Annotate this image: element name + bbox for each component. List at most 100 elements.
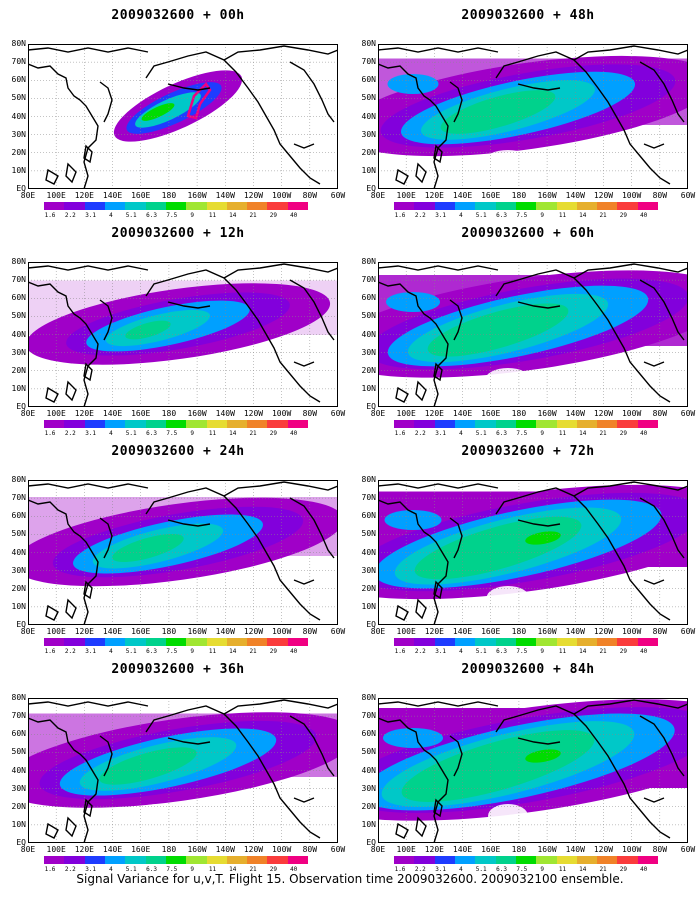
longitude-label: 140E	[102, 191, 123, 200]
variance-map: 80N 70N 60N 50N 40N 30N 20N 10N EQ	[362, 258, 688, 411]
colorbar-swatch	[165, 420, 187, 428]
latitude-label: 10N	[11, 601, 26, 611]
longitude-label: 160E	[481, 845, 501, 854]
longitude-label: 80W	[302, 409, 318, 418]
longitude-label: 160E	[481, 409, 501, 418]
colorbar-labels: 1.6 2.2 3.1 4 5.1 6.3 7.5 9 11 14 21 29 40	[30, 430, 330, 438]
colorbar-label: 2.2	[64, 866, 76, 873]
colorbar-swatch	[597, 638, 618, 646]
longitude-label: 60W	[330, 191, 346, 200]
latitude-label: 70N	[11, 57, 26, 67]
colorbar-swatch	[104, 638, 126, 646]
colorbar-swatch	[495, 202, 516, 210]
colorbar-label: 3.1	[435, 866, 447, 873]
longitude-label: 140E	[102, 845, 123, 854]
longitude-axis: 80E 100E 120E 140E 160E 180 160W 140W 120W 100W 80…	[18, 845, 348, 855]
latitude-label: 50N	[11, 529, 26, 539]
longitude-label: 120W	[593, 627, 614, 636]
coastline	[289, 61, 335, 123]
colorbar-swatch	[617, 202, 638, 210]
colorbar-swatch	[287, 856, 309, 864]
colorbar-label: 3.1	[85, 212, 97, 219]
colorbar-swatch	[414, 638, 435, 646]
coastline	[378, 47, 499, 53]
latitude-label: 50N	[361, 93, 376, 103]
map-frame	[28, 262, 338, 407]
colorbar-swatch	[145, 420, 166, 428]
latitude-label: EQ	[366, 620, 376, 629]
longitude-label: 100E	[396, 191, 416, 200]
map-canvas	[378, 480, 688, 625]
colorbar-label: 4	[109, 866, 113, 873]
coastline	[415, 162, 427, 184]
longitude-label: 180	[161, 191, 177, 200]
longitude-label: 140E	[452, 845, 473, 854]
longitude-label: 140E	[102, 409, 123, 418]
colorbar	[394, 638, 659, 646]
longitude-label: 160E	[481, 627, 501, 636]
latitude-label: 30N	[11, 347, 26, 357]
colorbar-swatch	[186, 638, 207, 646]
latitude-label: 30N	[11, 783, 26, 793]
colorbar-swatch	[637, 638, 659, 646]
longitude-label: 80E	[370, 845, 386, 854]
colorbar-label: 40	[290, 212, 298, 219]
colorbar-label: 9	[540, 866, 544, 873]
colorbar-label: 6.3	[146, 866, 157, 873]
longitude-label: 120E	[424, 191, 444, 200]
longitude-label: 160W	[187, 627, 207, 636]
longitude-label: 160W	[537, 409, 557, 418]
variance-band	[427, 303, 569, 357]
latitude-label: 20N	[11, 365, 26, 375]
longitude-label: 160W	[537, 845, 557, 854]
colorbar-swatch	[495, 638, 516, 646]
colorbar-label: 2.2	[414, 212, 426, 219]
colorbar-label: 40	[640, 866, 648, 873]
coastline	[28, 265, 149, 271]
colorbar-label: 29	[269, 648, 277, 655]
latitude-label: 60N	[11, 729, 26, 739]
map-canvas	[28, 262, 338, 407]
colorbar-label: 9	[190, 866, 194, 873]
colorbar-label: 6.3	[496, 212, 507, 219]
coastline	[65, 598, 77, 620]
colorbar-label: 7.5	[166, 212, 178, 219]
variance-map: 80N 70N 60N 50N 40N 30N 20N 10N EQ	[362, 694, 688, 847]
longitude-label: 140E	[452, 409, 473, 418]
longitude-axis: 80E 100E 120E 140E 160E 180 160W 140W 120W 100W 80…	[368, 627, 698, 637]
colorbar-swatch	[84, 202, 105, 210]
panel-title: 2009032600 + 48h	[461, 8, 595, 23]
panel-title: 2009032600 + 60h	[461, 226, 595, 241]
longitude-label: 120W	[243, 845, 264, 854]
coastline	[573, 45, 688, 61]
forecast-panel: 2009032600 + 12h 80N 70N 60N 50N 40N 30N 20N 10N…	[8, 222, 348, 437]
latitude-label: 70N	[361, 711, 376, 721]
colorbar-label: 7.5	[516, 212, 528, 219]
longitude-label: 80W	[652, 409, 668, 418]
latitude-label: 10N	[11, 165, 26, 175]
longitude-axis: 80E 100E 120E 140E 160E 180 160W 140W 120W 100W 80…	[368, 409, 698, 419]
latitude-label: 20N	[11, 801, 26, 811]
coastline	[293, 361, 315, 367]
colorbar-swatch	[287, 420, 309, 428]
longitude-axis: 80E 100E 120E 140E 160E 180 160W 140W 120W 100W 80…	[18, 409, 348, 419]
latitude-label: 70N	[361, 493, 376, 503]
colorbar-swatch	[637, 420, 659, 428]
latitude-label: 40N	[361, 329, 376, 339]
colorbar-label: 5.1	[125, 430, 137, 437]
variance-band	[141, 103, 175, 121]
longitude-label: 60W	[330, 409, 346, 418]
colorbar-labels: 1.6 2.2 3.1 4 5.1 6.3 7.5 9 11 14 21 29 40	[30, 212, 330, 220]
colorbar-swatch	[206, 420, 227, 428]
colorbar-swatch	[247, 856, 268, 864]
colorbar-label: 29	[619, 430, 627, 437]
colorbar-label: 40	[640, 430, 648, 437]
latitude-label: 80N	[361, 39, 376, 48]
coastline	[45, 822, 59, 839]
colorbar-label: 3.1	[85, 648, 97, 655]
coastline	[28, 47, 149, 53]
latitude-label: 40N	[361, 547, 376, 557]
variance-band	[112, 533, 184, 563]
colorbar-swatch	[145, 638, 166, 646]
colorbar-label: 21	[249, 430, 257, 437]
